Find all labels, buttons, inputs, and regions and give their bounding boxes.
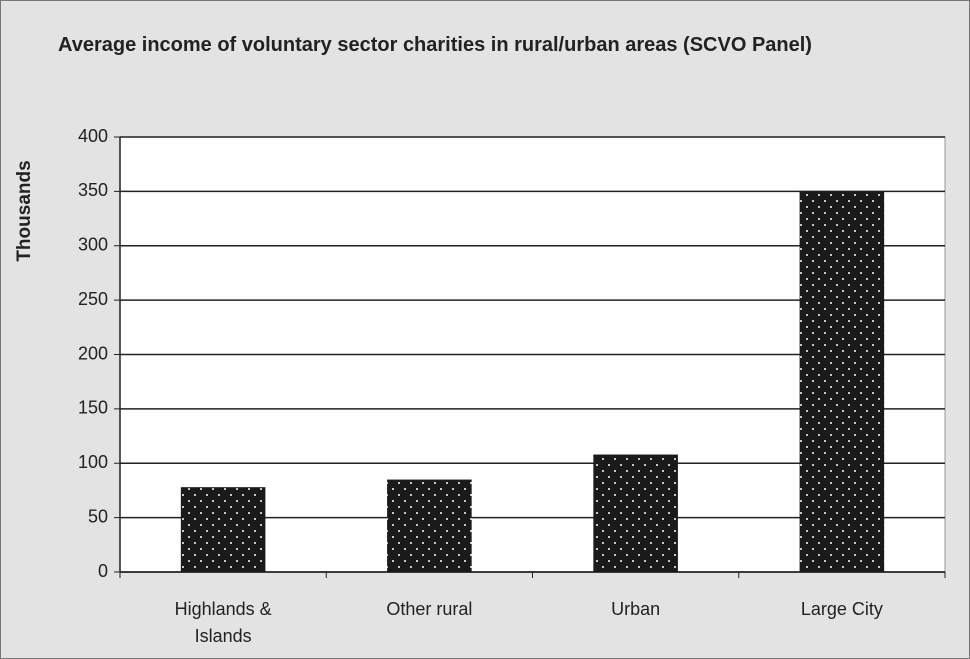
bar xyxy=(180,487,266,572)
chart-title: Average income of voluntary sector chari… xyxy=(58,34,812,56)
y-tick-label: 200 xyxy=(78,343,108,363)
y-tick-label: 0 xyxy=(98,561,108,581)
x-tick-label: Large City xyxy=(800,599,883,619)
y-axis-label: Thousands xyxy=(14,160,35,262)
x-tick-label: Highlands & Islands xyxy=(174,599,272,646)
y-tick-label: 400 xyxy=(78,126,108,146)
y-tick-label: 300 xyxy=(78,235,108,255)
x-tick-label: Other rural xyxy=(386,599,473,619)
y-tick-label: 150 xyxy=(78,398,108,418)
y-tick-label: 350 xyxy=(78,180,108,200)
y-tick-label: 250 xyxy=(78,289,108,309)
bar xyxy=(593,454,678,572)
bar xyxy=(799,191,885,572)
y-tick-label: 100 xyxy=(78,452,108,472)
bar xyxy=(387,479,472,572)
y-tick-label: 50 xyxy=(88,506,108,526)
x-tick-label: Urban xyxy=(611,599,661,619)
